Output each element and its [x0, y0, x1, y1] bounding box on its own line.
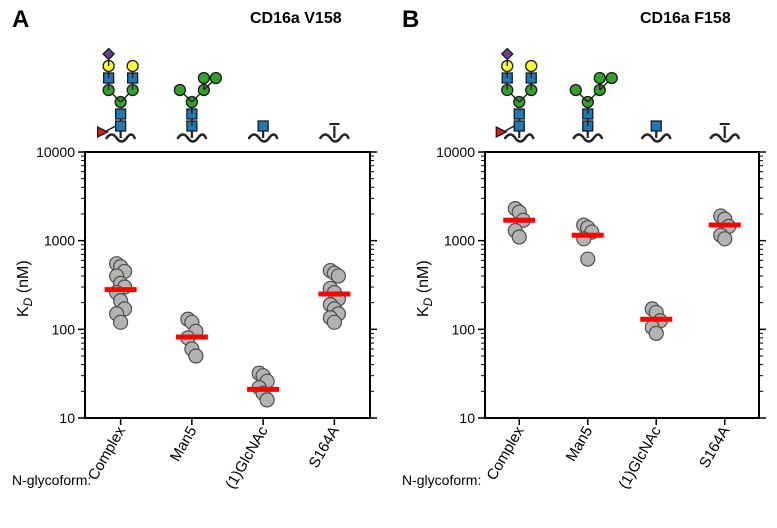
svg-text:Man5: Man5: [167, 424, 200, 465]
glyco-label-B: N-glycoform:: [402, 472, 481, 488]
plot-A: 10 100 1000 10000 Complex Man5 (1)GlcNAc S164A K…: [0, 140, 388, 510]
glycan-glyphs-A: [0, 10, 388, 150]
svg-text:S164A: S164A: [696, 424, 733, 472]
svg-text:Complex: Complex: [85, 423, 130, 483]
glyco-label-A: N-glycoform:: [12, 472, 91, 488]
svg-text:Man5: Man5: [563, 424, 596, 465]
glycan-glyphs-B: [400, 10, 777, 150]
svg-text:(1)GlcNAc: (1)GlcNAc: [615, 423, 665, 492]
panel-A: A CD16a V158 10100100010000ComplexMan5(1…: [0, 0, 388, 528]
svg-text:10: 10: [59, 410, 75, 426]
svg-text:10000: 10000: [36, 144, 75, 160]
svg-text:KD (nM): KD (nM): [415, 260, 435, 317]
svg-text:S164A: S164A: [306, 424, 343, 472]
svg-text:KD (nM): KD (nM): [15, 260, 35, 317]
svg-text:Complex: Complex: [483, 423, 528, 483]
svg-text:10: 10: [459, 410, 475, 426]
panel-B: B CD16a F158 10100100010000ComplexMan5(1…: [400, 0, 777, 528]
svg-text:(1)GlcNAc: (1)GlcNAc: [222, 423, 272, 492]
plot-B: 10 100 1000 10000 Complex Man5 (1)GlcNAc S164A K…: [400, 140, 777, 510]
svg-text:10000: 10000: [436, 144, 475, 160]
svg-text:1000: 1000: [444, 233, 475, 249]
svg-text:100: 100: [452, 321, 476, 337]
svg-text:100: 100: [52, 321, 76, 337]
svg-text:1000: 1000: [44, 233, 75, 249]
